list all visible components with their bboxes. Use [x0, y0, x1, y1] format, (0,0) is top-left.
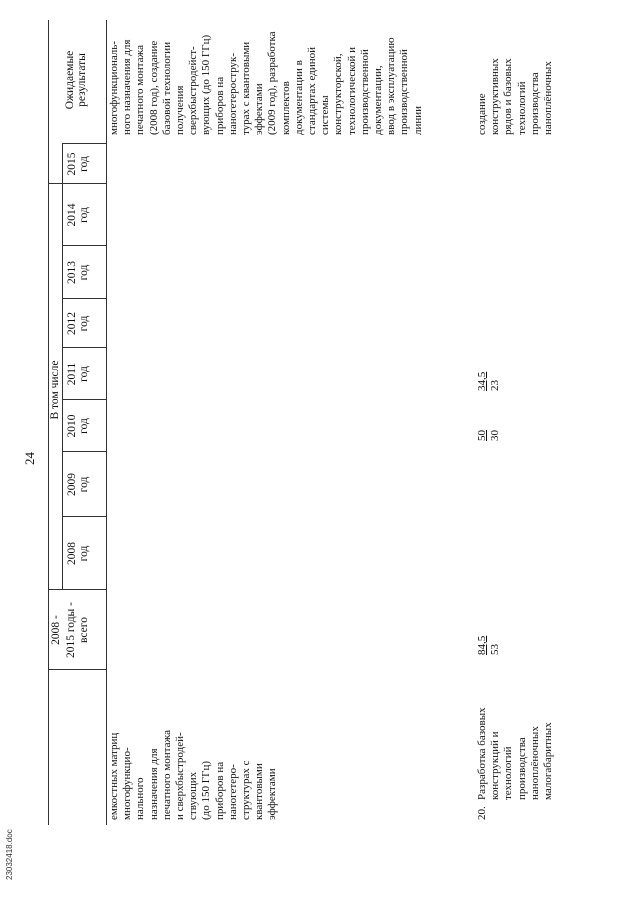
- header-total-line2: 2015 годы -: [65, 602, 77, 659]
- text-line: ного назначения для: [121, 39, 134, 135]
- header-year-2008: 2008 год: [66, 542, 90, 565]
- text-line: сверхбыстродейст-: [187, 46, 200, 135]
- text-line: линии: [411, 105, 424, 135]
- page-number: 24: [22, 452, 37, 465]
- text-line: документации в: [292, 60, 305, 135]
- row-20-total: 84,5 53: [476, 636, 502, 655]
- header-total-line3: всего: [78, 617, 90, 643]
- value-2011-top: 34,5: [476, 371, 488, 391]
- header-year-2013: 2013 год: [66, 261, 90, 284]
- text-line: малогабаритных: [542, 722, 555, 800]
- row-continued-name: емкостных матриц многофункцио- нального …: [108, 670, 280, 820]
- table-top-border: [48, 20, 49, 825]
- text-line: многофункцио-: [121, 747, 134, 820]
- text-line: наногетерострук-: [226, 52, 239, 135]
- text-line: базовой технологии: [160, 41, 173, 135]
- row-20-number: 20.: [476, 806, 488, 820]
- total-value-top: 84,5: [476, 635, 488, 655]
- text-line: технологий: [515, 81, 528, 135]
- col-divider-10: [62, 143, 106, 144]
- text-line: ствующих: [187, 771, 200, 820]
- text-line: эффектами: [253, 83, 266, 135]
- text-line: (до 150 ГГц): [200, 760, 213, 820]
- text-line: рядов и базовых: [502, 58, 515, 135]
- total-value-bottom: 53: [489, 644, 501, 655]
- text-line: (2008 год), создание: [147, 40, 160, 135]
- text-line: производственной: [358, 49, 371, 135]
- text-line: печатного монтажа: [134, 45, 147, 135]
- header-total-line1: 2008 -: [50, 615, 62, 645]
- value-2011-bottom: 23: [489, 380, 501, 391]
- text-line: вующих (до 150 ГГц): [200, 34, 213, 135]
- header-year-2009: 2009 год: [66, 473, 90, 496]
- text-line: системы: [319, 95, 332, 135]
- text-line: конструктивных: [489, 58, 502, 135]
- data-table: 2008 - 2015 годы - всего В том числе 200…: [48, 20, 558, 825]
- row-20-name: Разработка базовых конструкций и техноло…: [476, 670, 555, 800]
- text-line: квантовыми: [253, 763, 266, 820]
- value-2010-bottom: 30: [489, 430, 501, 441]
- text-line: наноплёночных: [542, 61, 555, 135]
- text-line: турах с квантовыми: [240, 41, 253, 135]
- row-20-2011: 34,5 23: [476, 372, 502, 391]
- text-line: производственной: [398, 49, 411, 135]
- text-line: наноплёночных: [528, 726, 541, 800]
- text-line: стандартах единой: [306, 47, 319, 135]
- text-line: эффектами: [266, 768, 279, 820]
- text-line: создание: [476, 93, 488, 135]
- footer-file-name: 23032418.doc: [5, 829, 14, 880]
- value-2010-top: 50: [476, 430, 488, 441]
- header-year-2014: 2014 год: [66, 203, 90, 227]
- text-line: комплектов: [279, 81, 292, 135]
- text-line: (2009 год), разработка: [266, 31, 279, 135]
- row-20-results: создание конструктивных рядов и базовых …: [476, 19, 555, 135]
- text-line: производства: [515, 737, 528, 800]
- text-line: Разработка базовых: [476, 707, 488, 800]
- text-line: приборов на: [213, 76, 226, 135]
- text-line: структурах с: [240, 760, 253, 820]
- header-expected-results: Ожидаемые результаты: [64, 50, 88, 110]
- header-in-that-number: В том числе: [49, 360, 61, 420]
- text-line: технологий: [502, 746, 515, 800]
- text-line: технологической и: [345, 46, 358, 135]
- header-year-2015: 2015 год: [66, 152, 90, 176]
- text-line: конструкторской,: [332, 53, 345, 135]
- text-line: получения: [174, 85, 187, 135]
- row-continued-results: многофункциональ- ного назначения для пе…: [108, 19, 425, 135]
- text-line: конструкций и: [489, 731, 502, 801]
- header-sub-line-2015: [62, 144, 63, 184]
- text-line: назначения для: [147, 748, 160, 820]
- header-bottom-border: [106, 20, 107, 825]
- text-line: нального: [134, 777, 147, 821]
- row-20-2010: 50 30: [476, 430, 502, 441]
- text-line: производства: [528, 72, 541, 135]
- text-line: многофункциональ-: [108, 41, 120, 135]
- text-line: наногетеро-: [226, 764, 239, 820]
- text-line: ввод в эксплуатацию: [385, 37, 398, 135]
- text-line: печатного монтажа: [160, 730, 173, 820]
- header-year-2012: 2012 год: [66, 312, 90, 335]
- header-year-2010: 2010 год: [66, 414, 90, 438]
- text-line: приборов на: [213, 761, 226, 820]
- header-year-2011: 2011 год: [66, 362, 90, 386]
- text-line: и сверхбыстродей-: [174, 732, 187, 820]
- text-line: емкостных матриц: [108, 732, 120, 820]
- text-line: документации,: [372, 65, 385, 135]
